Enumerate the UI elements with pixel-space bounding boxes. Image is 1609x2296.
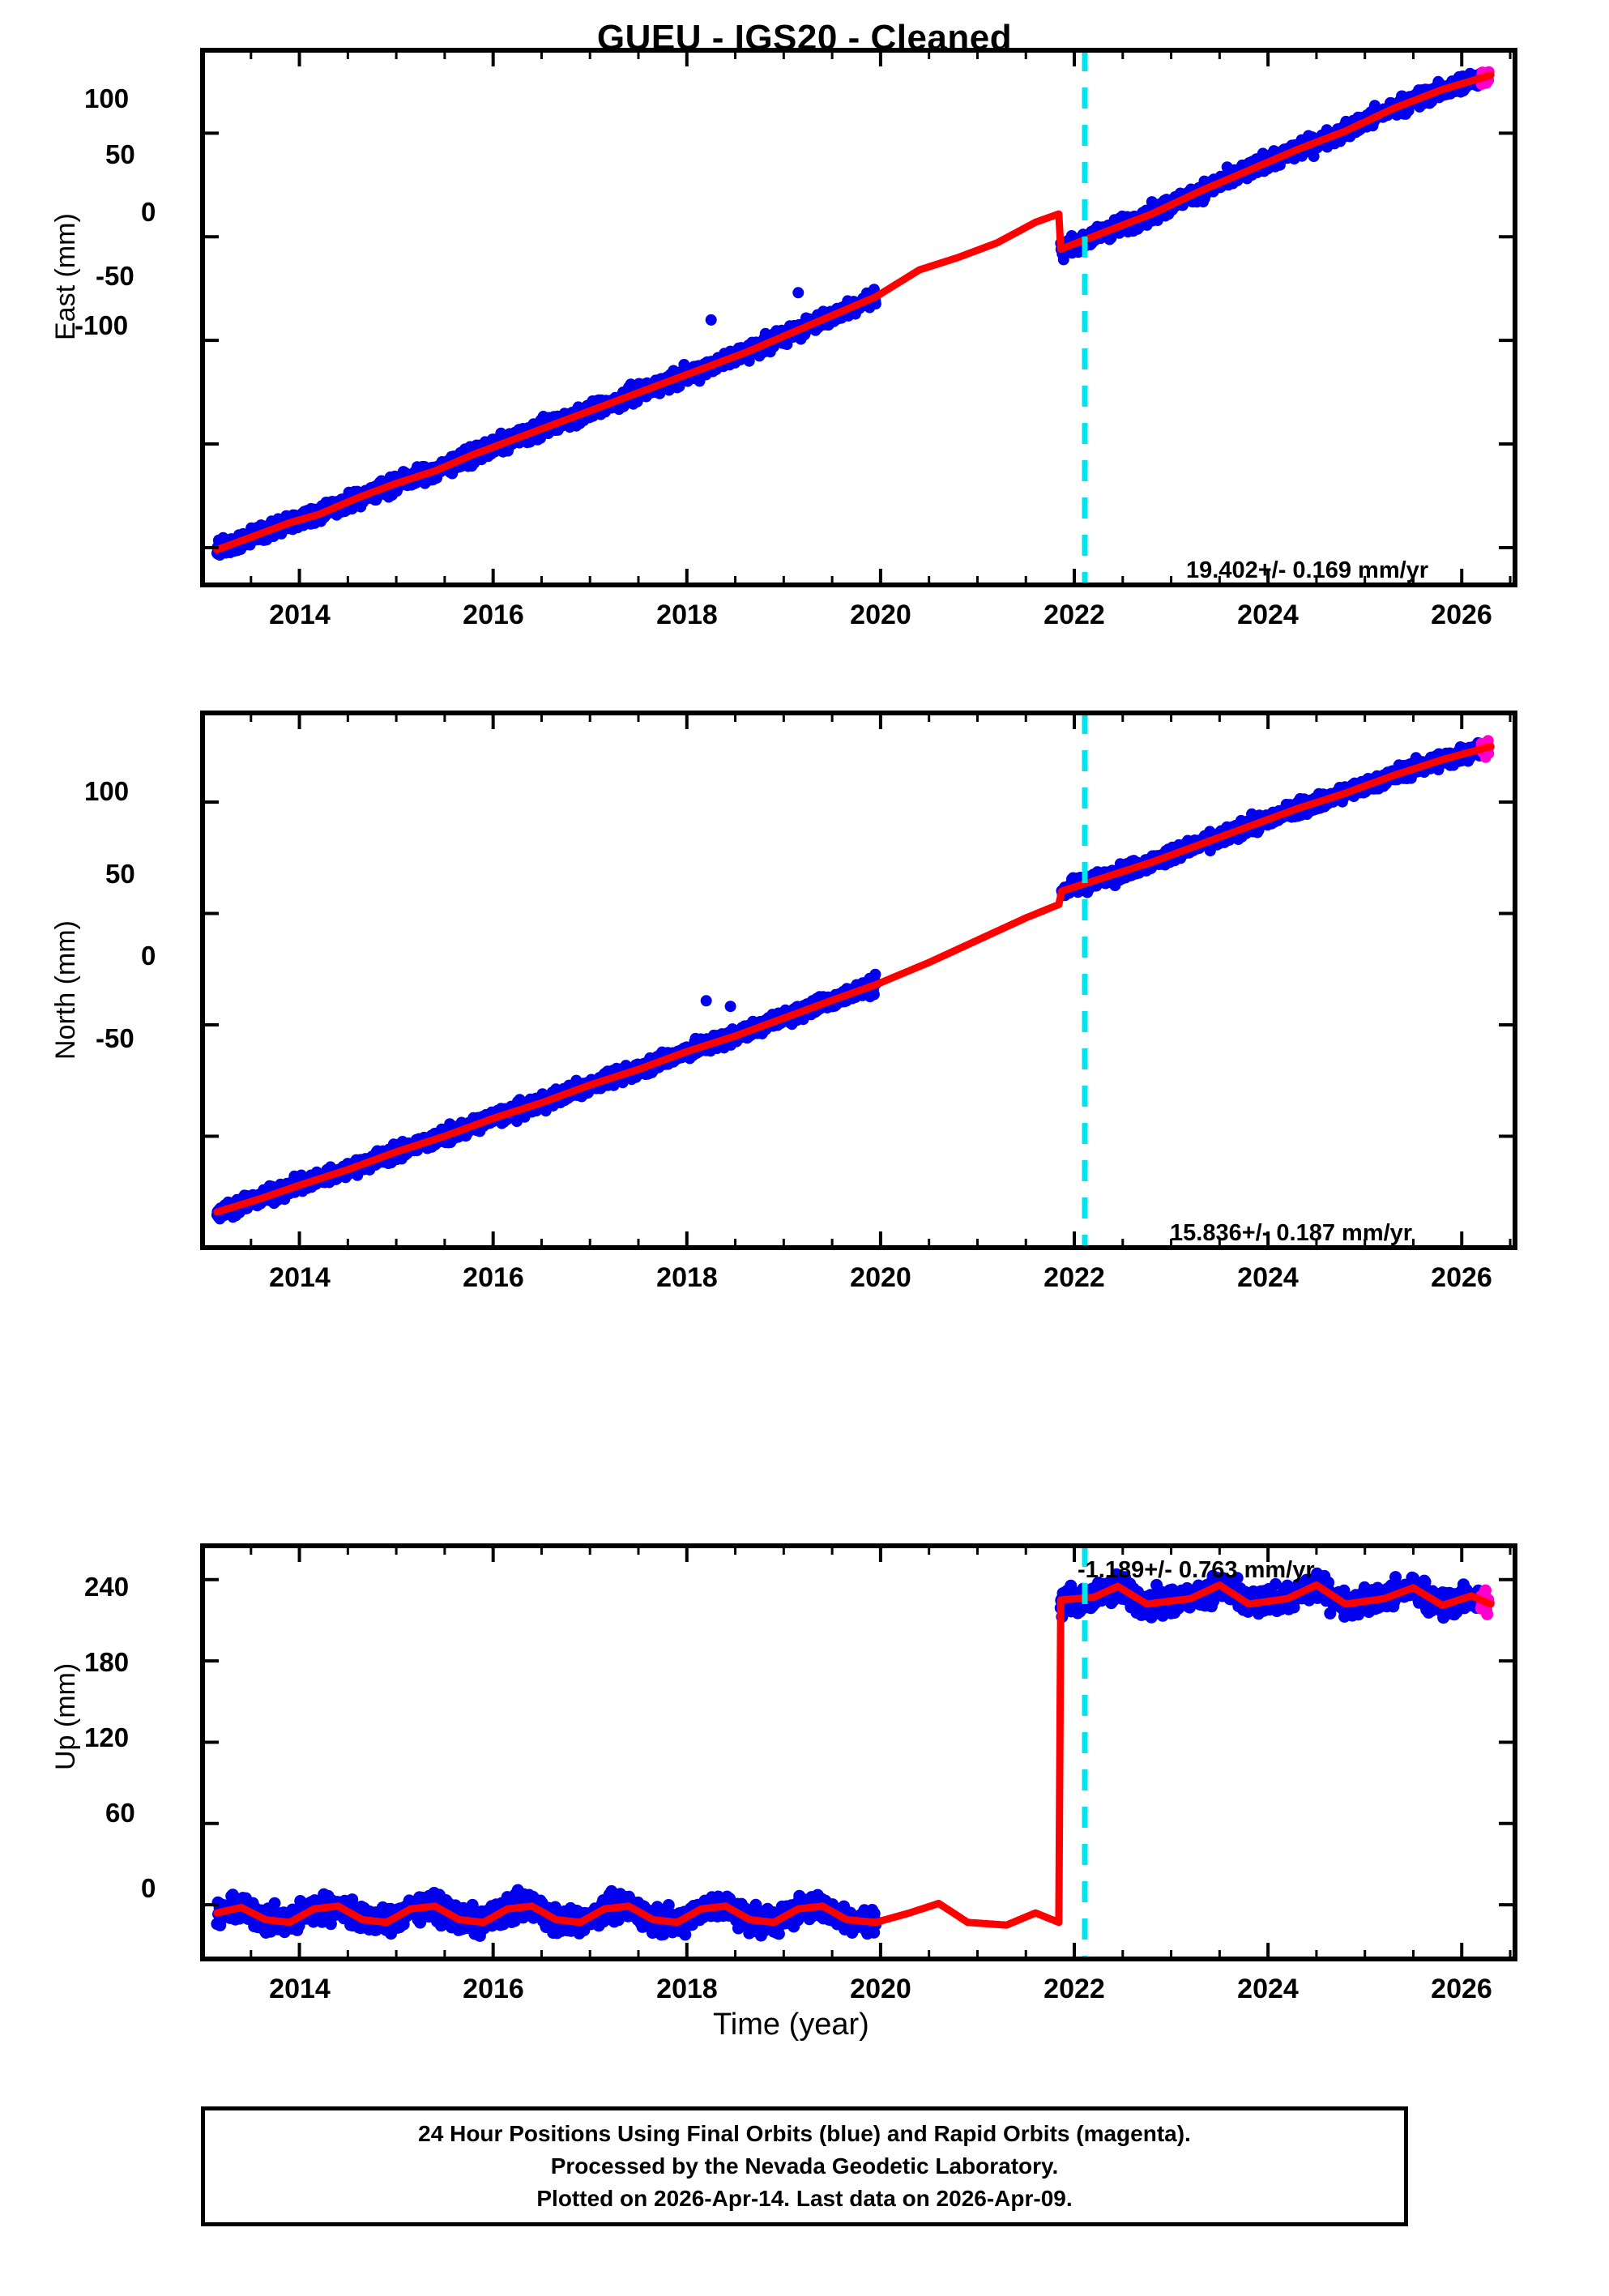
xtick-east-2016: 2016 <box>463 600 524 630</box>
rate-label-north: 15.836+/- 0.187 mm/yr <box>1170 1220 1413 1246</box>
panel-north: North (mm) 100 50 0 -50 15.836+/- 0.187 … <box>0 672 1609 1345</box>
ytick-east-4: -100 <box>75 310 129 340</box>
xtick-east-2018: 2018 <box>656 600 718 630</box>
ytick-north-3: -50 <box>96 1023 134 1053</box>
ytick-east-3: -50 <box>96 261 134 291</box>
ytick-north-2: 0 <box>141 941 156 971</box>
yaxis-label-north: North (mm) <box>50 920 81 1060</box>
xtick-east-2024: 2024 <box>1237 600 1299 630</box>
ytick-east-1: 50 <box>105 139 135 169</box>
xtick-east-2014: 2014 <box>269 600 331 630</box>
xtick-east-2020: 2020 <box>850 600 911 630</box>
xtick-east-2022: 2022 <box>1044 600 1105 630</box>
ytick-east-0: 100 <box>84 83 130 113</box>
panel-east: East (mm) 100 50 0 -50 -100 19.402+/- 0.… <box>0 0 1609 672</box>
ytick-north-1: 50 <box>105 859 135 889</box>
rate-label-east: 19.402+/- 0.169 mm/yr <box>1186 557 1429 583</box>
ytick-north-0: 100 <box>84 776 130 806</box>
xtick-east-2026: 2026 <box>1431 600 1492 630</box>
data-point-outlier <box>705 314 717 326</box>
data-point-outlier <box>792 287 804 299</box>
ytick-east-2: 0 <box>141 197 156 227</box>
plot-east <box>200 48 1517 587</box>
